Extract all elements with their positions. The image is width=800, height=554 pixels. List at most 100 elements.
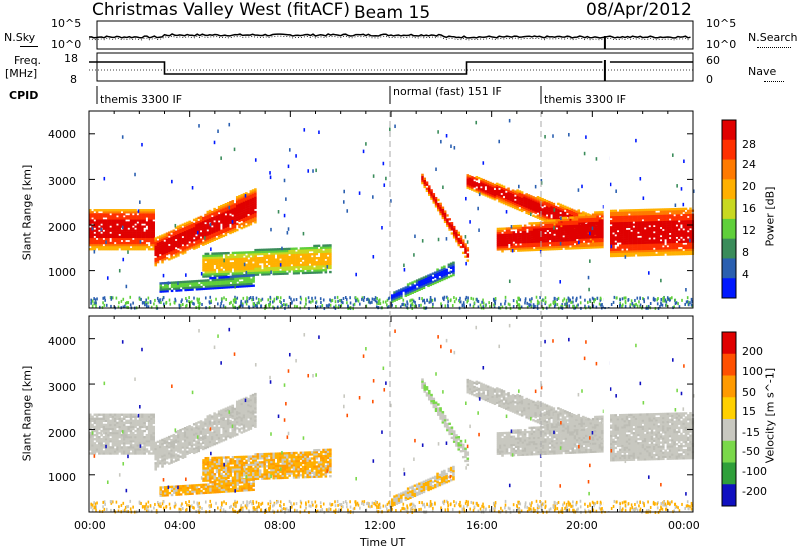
power-cell	[152, 241, 155, 245]
power-cell	[657, 226, 661, 230]
power-cell	[662, 208, 665, 211]
power-cell	[489, 185, 492, 189]
power-cell	[466, 247, 470, 250]
power-cell	[534, 209, 538, 212]
power-cell	[589, 221, 593, 225]
power-cell	[193, 280, 197, 283]
power-cell	[673, 236, 676, 240]
power-cell	[573, 216, 577, 219]
power-cell	[666, 212, 670, 215]
power-cell	[199, 221, 203, 225]
power-cell	[254, 217, 257, 220]
power-cell	[301, 255, 305, 258]
power-cell	[206, 231, 210, 234]
power-cell	[589, 219, 593, 223]
power-speck	[627, 298, 630, 302]
power-speck	[675, 301, 678, 305]
power-speck	[279, 263, 282, 267]
power-speck	[321, 304, 324, 308]
power-cell	[545, 212, 549, 215]
power-speck	[599, 296, 602, 300]
power-cell	[174, 230, 178, 233]
power-cell	[528, 236, 531, 240]
power-cell	[542, 248, 545, 251]
power-cell	[204, 219, 207, 223]
power-cell	[529, 209, 533, 212]
power-cell	[261, 248, 264, 252]
power-cell	[587, 213, 590, 217]
power-speck	[120, 299, 123, 303]
power-cell	[448, 228, 451, 231]
power-speck	[556, 303, 559, 307]
power-cell	[507, 195, 510, 199]
power-cell	[213, 252, 217, 255]
power-cell	[650, 225, 654, 228]
power-cell	[240, 204, 244, 207]
power-cell	[235, 200, 239, 203]
power-cell	[220, 280, 224, 283]
power-cell	[170, 251, 173, 254]
power-cell	[236, 257, 239, 261]
power-cell	[190, 244, 194, 247]
power-cell	[116, 243, 119, 247]
power-cell	[175, 287, 178, 290]
power-cell	[575, 234, 579, 238]
power-cell	[496, 244, 500, 247]
power-cell	[107, 209, 110, 212]
power-cell	[240, 216, 244, 220]
power-speck	[463, 305, 466, 309]
power-speck	[667, 297, 670, 301]
power-cell	[548, 241, 552, 245]
power-cell	[659, 230, 663, 234]
power-cell	[215, 274, 219, 278]
power-cell	[648, 241, 652, 244]
power-cell	[111, 248, 115, 251]
power-cell	[129, 241, 133, 245]
power-cell	[648, 249, 652, 253]
power-cell	[220, 260, 223, 263]
power-cell	[446, 220, 449, 223]
power-cell	[132, 227, 135, 230]
power-cell	[609, 242, 613, 245]
power-cell	[503, 247, 507, 251]
power-cell	[448, 224, 451, 227]
power-cell	[95, 231, 99, 234]
power-cell	[637, 219, 640, 222]
power-cell	[292, 268, 296, 271]
power-cell	[215, 217, 219, 220]
power-cell	[100, 241, 103, 245]
power-speck	[352, 303, 355, 307]
power-speck	[601, 302, 603, 306]
power-speck	[239, 303, 242, 307]
power-cell	[91, 245, 94, 249]
power-cell	[682, 213, 685, 217]
power-cell	[127, 248, 131, 251]
power-cell	[313, 261, 316, 264]
power-cell	[525, 205, 528, 208]
power-cell	[150, 215, 153, 218]
power-cell	[495, 184, 499, 188]
power-speck	[516, 300, 518, 304]
power-cell	[241, 281, 244, 284]
power-cell	[283, 272, 287, 275]
power-cell	[446, 224, 449, 227]
power-cell	[190, 234, 194, 237]
power-cell	[563, 205, 567, 208]
freq-panel-frame	[96, 52, 694, 82]
power-cell	[279, 266, 282, 269]
power-cell	[680, 209, 683, 213]
power-cell	[664, 216, 667, 219]
power-cell	[423, 177, 427, 180]
power-cell	[211, 256, 214, 259]
power-cell	[562, 227, 565, 230]
power-cell	[511, 191, 515, 194]
power-cell	[587, 234, 590, 237]
power-cell	[308, 265, 312, 268]
power-cell	[224, 270, 228, 273]
power-cell	[134, 213, 137, 216]
power-speck	[530, 305, 533, 309]
power-cell	[242, 197, 246, 200]
power-cell	[514, 224, 518, 228]
power-cell	[306, 267, 310, 270]
power-cell	[272, 248, 276, 251]
